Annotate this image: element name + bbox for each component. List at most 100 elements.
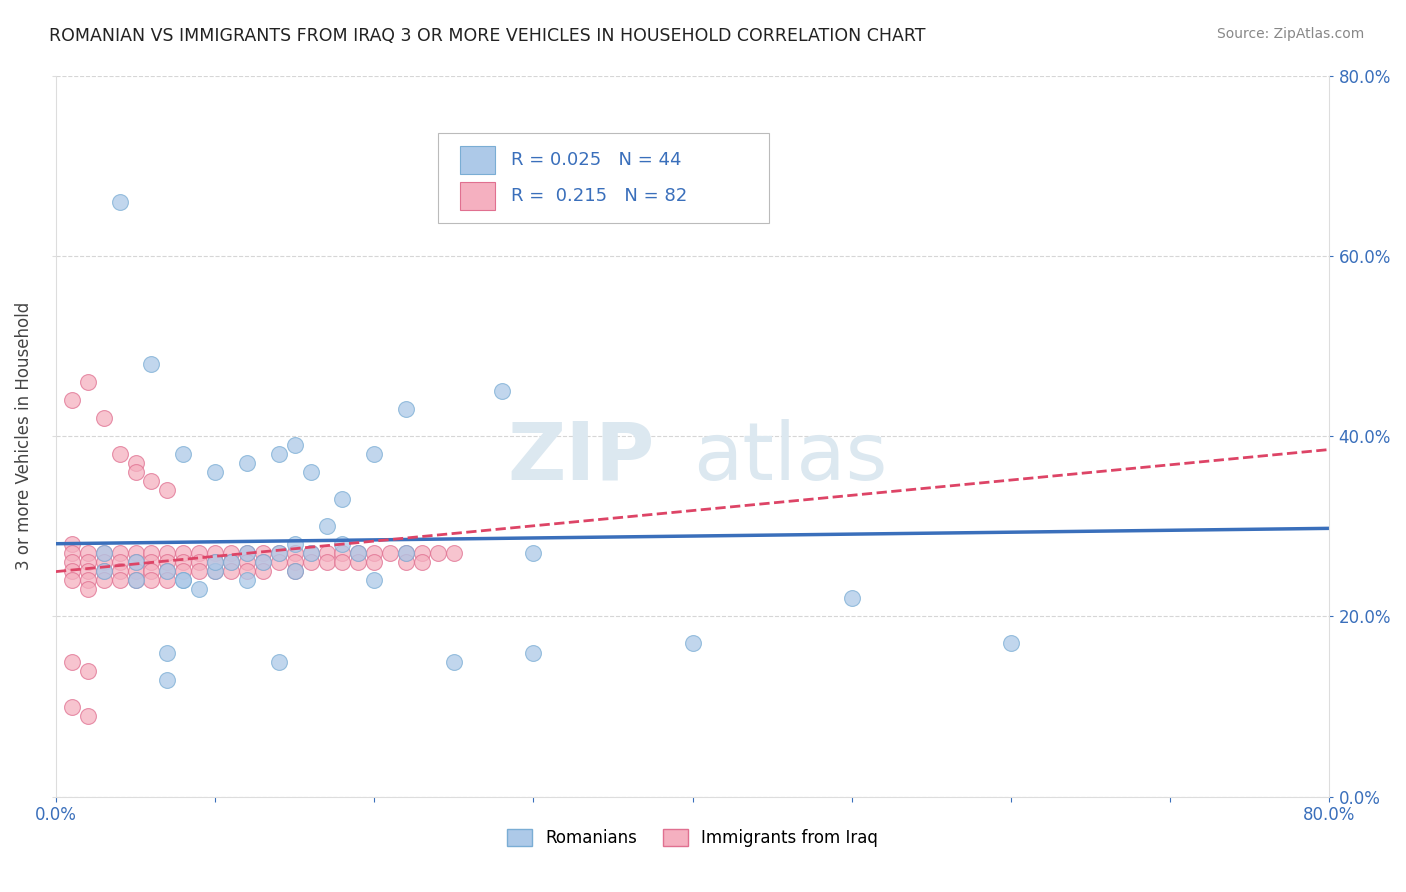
Point (124, 565, 146, 579)
Point (60, 393, 83, 408)
Point (172, 555, 194, 569)
Point (93, 574, 115, 588)
Y-axis label: 3 or more Vehicles in Household: 3 or more Vehicles in Household (15, 302, 32, 570)
Text: ZIP: ZIP (508, 418, 654, 497)
Point (411, 555, 433, 569)
Point (76, 574, 98, 588)
Point (315, 555, 337, 569)
Point (93, 555, 115, 569)
Point (188, 555, 211, 569)
Point (108, 555, 131, 569)
Point (141, 565, 163, 579)
Point (284, 537, 307, 551)
Point (204, 555, 226, 569)
Point (267, 555, 290, 569)
Point (188, 582, 211, 597)
Point (252, 546, 274, 560)
Point (284, 555, 307, 569)
Point (156, 565, 179, 579)
Point (522, 646, 544, 660)
Point (267, 655, 290, 669)
Point (284, 565, 307, 579)
Point (188, 546, 211, 560)
Point (841, 591, 863, 606)
Text: R =  0.215   N = 82: R = 0.215 N = 82 (510, 187, 686, 205)
Point (141, 574, 163, 588)
Point (219, 546, 242, 560)
Point (204, 555, 226, 569)
Point (156, 483, 179, 498)
Point (363, 574, 385, 588)
Text: ROMANIAN VS IMMIGRANTS FROM IRAQ 3 OR MORE VEHICLES IN HOUSEHOLD CORRELATION CHA: ROMANIAN VS IMMIGRANTS FROM IRAQ 3 OR MO… (49, 27, 925, 45)
FancyBboxPatch shape (460, 182, 495, 210)
Point (156, 574, 179, 588)
Point (141, 357, 163, 371)
Point (284, 546, 307, 560)
Point (395, 546, 418, 560)
Point (236, 574, 259, 588)
Point (156, 555, 179, 569)
Point (363, 546, 385, 560)
Point (141, 474, 163, 488)
Point (363, 447, 385, 461)
Point (172, 565, 194, 579)
Point (299, 546, 322, 560)
FancyBboxPatch shape (460, 146, 495, 174)
Point (60, 565, 83, 579)
Point (363, 555, 385, 569)
Point (172, 447, 194, 461)
Point (141, 555, 163, 569)
Point (93, 411, 115, 425)
Point (76, 664, 98, 678)
Point (284, 565, 307, 579)
Point (124, 465, 146, 479)
Point (124, 555, 146, 569)
Text: atlas: atlas (693, 418, 887, 497)
Point (236, 546, 259, 560)
Point (108, 447, 131, 461)
Point (491, 384, 513, 398)
Point (347, 546, 370, 560)
Point (380, 546, 402, 560)
Point (315, 519, 337, 533)
Point (236, 546, 259, 560)
Point (427, 546, 450, 560)
Point (522, 546, 544, 560)
Point (204, 465, 226, 479)
Point (395, 555, 418, 569)
Point (156, 673, 179, 687)
Point (108, 546, 131, 560)
Point (172, 546, 194, 560)
FancyBboxPatch shape (439, 133, 769, 223)
Point (347, 555, 370, 569)
Point (332, 537, 354, 551)
Point (60, 699, 83, 714)
Point (682, 636, 704, 650)
Text: Source: ZipAtlas.com: Source: ZipAtlas.com (1216, 27, 1364, 41)
Point (60, 655, 83, 669)
Point (124, 574, 146, 588)
Text: R = 0.025   N = 44: R = 0.025 N = 44 (510, 151, 681, 169)
Point (188, 565, 211, 579)
Point (93, 546, 115, 560)
Point (219, 565, 242, 579)
Point (124, 574, 146, 588)
Point (124, 546, 146, 560)
Point (299, 465, 322, 479)
Point (124, 555, 146, 569)
Point (219, 555, 242, 569)
Point (93, 565, 115, 579)
Point (76, 708, 98, 723)
Point (204, 565, 226, 579)
Point (411, 546, 433, 560)
Point (1000, 636, 1022, 650)
Point (267, 546, 290, 560)
Point (315, 546, 337, 560)
Point (93, 546, 115, 560)
Point (172, 574, 194, 588)
Point (172, 574, 194, 588)
Point (204, 546, 226, 560)
Point (76, 375, 98, 389)
Point (299, 546, 322, 560)
Point (219, 555, 242, 569)
